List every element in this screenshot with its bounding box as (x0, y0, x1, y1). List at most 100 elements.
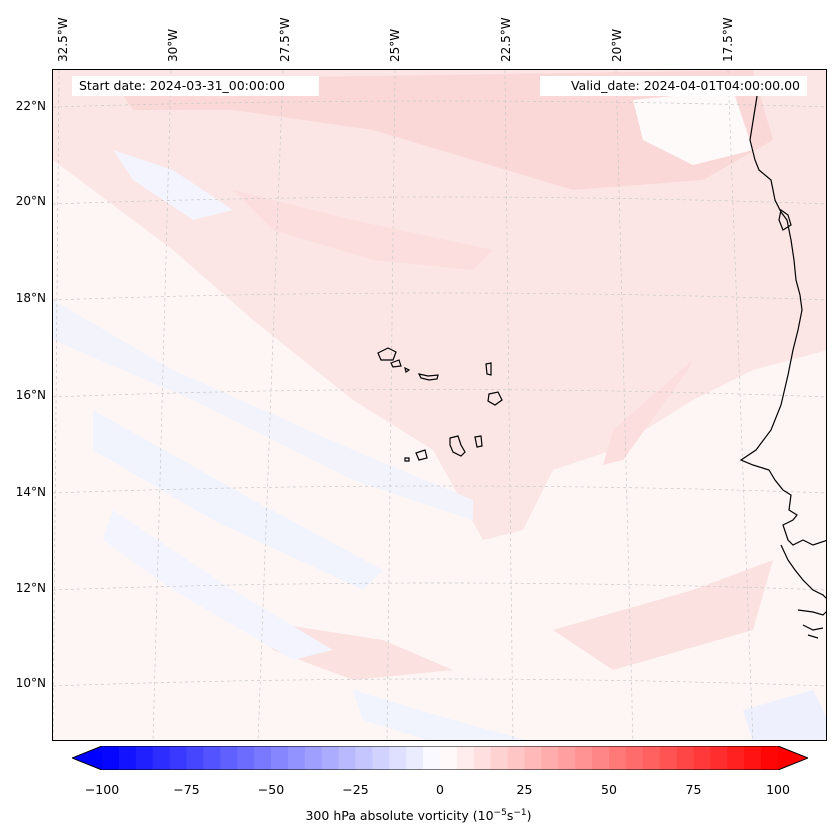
colorbar-segment (558, 746, 576, 770)
island-sao-vicente (390, 359, 402, 368)
colorbar-segment (355, 746, 373, 770)
colorbar-segment (693, 746, 711, 770)
colorbar-segment (575, 746, 593, 770)
colorbar-segment (744, 746, 762, 770)
colorbar-label: 300 hPa absolute vorticity (10−5s−1) (305, 808, 532, 824)
colorbar-segment (203, 746, 221, 770)
island-santiago (449, 435, 466, 457)
colorbar-tick-label: 50 (601, 782, 617, 797)
island-boa-vista (487, 391, 503, 406)
island-fogo (415, 449, 428, 461)
colorbar-segment (440, 746, 458, 770)
colorbar-segment (507, 746, 525, 770)
colorbar-min-extend (72, 746, 102, 770)
colorbar-segment (338, 746, 356, 770)
colorbar-segment (473, 746, 492, 770)
coast-islands-south (797, 609, 826, 639)
colorbar-segment (406, 746, 424, 770)
map-canvas (53, 70, 826, 740)
colorbar-tick-label: 0 (436, 782, 444, 797)
colorbar-segment (524, 746, 542, 770)
parallel-22n (53, 100, 826, 108)
map-panel[interactable] (52, 69, 827, 741)
vorticity-blue-streak-4 (353, 690, 526, 740)
valid-date-label: Valid_date: 2024-04-01T04:00:00.00 (540, 76, 807, 96)
africa-coast (739, 89, 826, 546)
colorbar-segment (625, 746, 644, 770)
colorbar-segment (592, 746, 610, 770)
parallel-10n (53, 678, 826, 687)
colorbar-segment (490, 746, 509, 770)
vorticity-red-core (113, 70, 773, 190)
vorticity-red-streak-4 (553, 560, 773, 670)
colorbar-segment (710, 746, 728, 770)
colorbar-segment (423, 746, 441, 770)
island-sal (485, 362, 492, 376)
meridian-20w (615, 70, 634, 740)
meridian-22-5w (504, 70, 514, 740)
lon-label-27-5w: 27.5°W (278, 17, 292, 62)
colorbar-tick-label: −50 (257, 782, 285, 797)
colorbar-segment (642, 746, 661, 770)
vorticity-field (53, 70, 826, 740)
parallel-16n (53, 389, 826, 398)
lat-label-22n: 22°N (15, 99, 46, 113)
colorbar-segment (152, 746, 171, 770)
lat-label-10n: 10°N (15, 676, 46, 690)
vorticity-blue-streak-1 (53, 300, 473, 520)
lon-label-30w: 30°W (166, 28, 180, 62)
colorbar-segment (102, 746, 120, 770)
colorbar-segment (676, 746, 694, 770)
meridian-27-5w (257, 70, 284, 740)
parallel-14n (53, 485, 826, 494)
colorbar-segment (609, 746, 627, 770)
lat-label-18n: 18°N (15, 291, 46, 305)
meridian-32-5w (53, 70, 60, 740)
colorbar-tick-label: −25 (342, 782, 369, 797)
colorbar-segment (727, 746, 745, 770)
colorbar-tick-label: −100 (84, 782, 120, 797)
colorbar-segment (287, 746, 306, 770)
island-santo-antao (377, 347, 397, 361)
island-brava (404, 457, 410, 462)
colorbar-segment (659, 746, 678, 770)
vorticity-blue-streak-5 (743, 690, 826, 740)
lon-label-22-5w: 22.5°W (499, 17, 513, 62)
colorbar-segment (220, 746, 238, 770)
colorbar-tick-label: −75 (173, 782, 200, 797)
vorticity-blue-streak-2 (93, 410, 383, 590)
lat-label-16n: 16°N (15, 388, 46, 402)
vorticity-white-patch (633, 90, 753, 165)
colorbar-segment (254, 746, 272, 770)
colorbar-segment (541, 746, 559, 770)
vorticity-blue-streak-3 (103, 510, 333, 660)
colorbar-segment (186, 746, 204, 770)
colorbar-segment (321, 746, 340, 770)
lon-label-32-5w: 32.5°W (56, 17, 70, 62)
meridian-25w (386, 70, 396, 740)
parallel-12n (53, 582, 826, 591)
colorbar-segment (761, 746, 779, 770)
lon-label-17-5w: 17.5°W (721, 17, 735, 62)
colorbar-tick-label: 25 (516, 782, 533, 797)
colorbar-segment (169, 746, 187, 770)
vorticity-red-streak-1 (233, 190, 493, 270)
island-maio (474, 435, 483, 448)
colorbar (72, 746, 808, 770)
lon-label-25w: 25°W (388, 28, 402, 62)
vorticity-blue-streak-6 (113, 150, 233, 220)
colorbar-max-extend (778, 746, 808, 770)
colorbar-segment (304, 746, 323, 770)
meridian-30w (152, 70, 172, 740)
lon-label-20w: 20°W (610, 28, 624, 62)
meridian-17-5w (727, 70, 754, 740)
island-santa-luzia (404, 366, 411, 373)
colorbar-tick-label: 100 (766, 782, 790, 797)
colorbar-segment (118, 746, 137, 770)
coastline (739, 89, 826, 639)
colorbar-tick-label: 75 (685, 782, 702, 797)
colorbar-segment (271, 746, 289, 770)
cape-verde-islands (377, 347, 503, 462)
colorbar-segment (237, 746, 255, 770)
dakhla-peninsula (778, 208, 792, 231)
